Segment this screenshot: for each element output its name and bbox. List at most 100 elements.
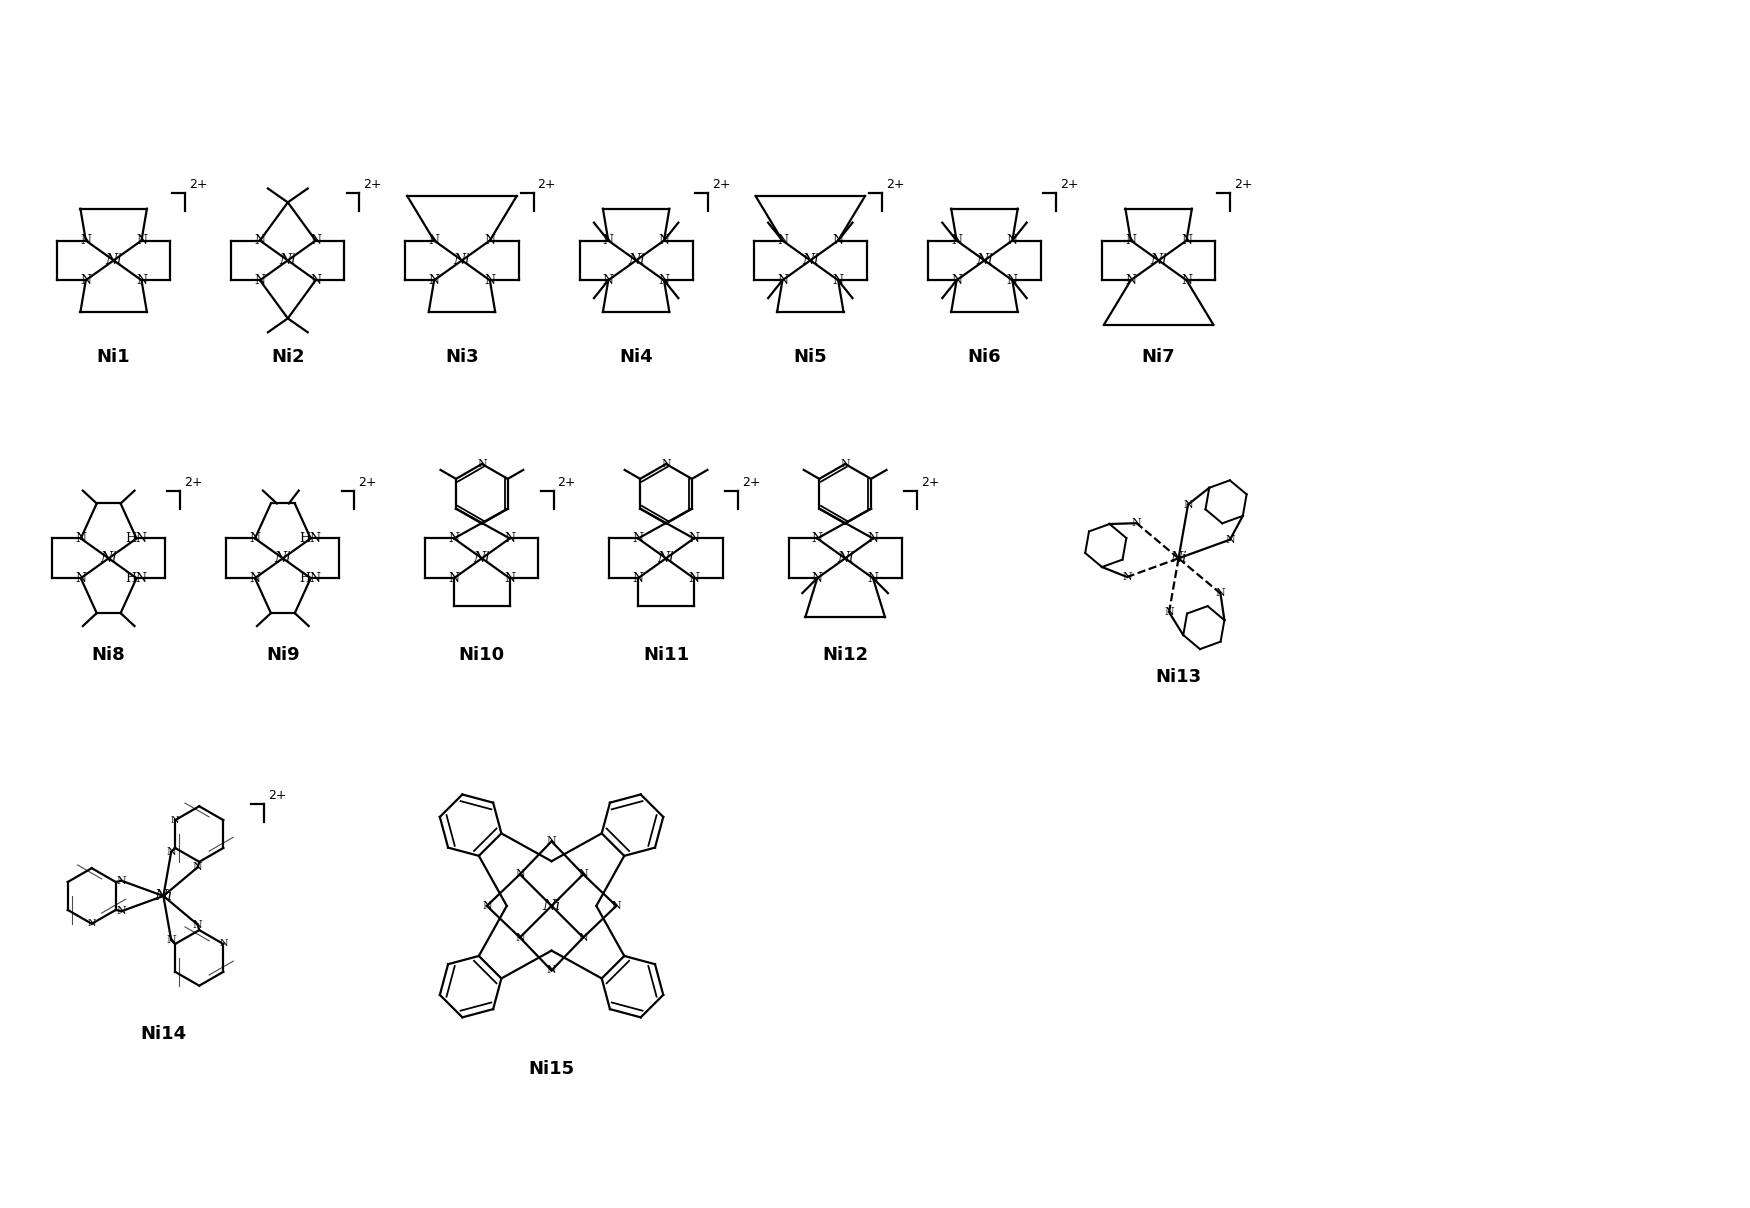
Text: N: N	[1183, 500, 1194, 510]
Text: 2+: 2+	[920, 476, 940, 489]
Text: N: N	[504, 532, 514, 545]
Text: N: N	[868, 571, 878, 585]
Text: N: N	[166, 935, 177, 945]
Text: Ni14: Ni14	[140, 1026, 187, 1043]
Text: N: N	[310, 234, 322, 246]
Text: N: N	[833, 234, 844, 246]
Text: N: N	[75, 532, 86, 545]
Text: N: N	[192, 919, 203, 930]
Text: Ni6: Ni6	[968, 348, 1001, 366]
Text: N: N	[172, 815, 178, 825]
Text: N: N	[602, 274, 614, 286]
Text: N: N	[448, 532, 460, 545]
Text: Ni: Ni	[100, 551, 117, 565]
Text: Ni3: Ni3	[444, 348, 480, 366]
Text: N: N	[950, 234, 963, 246]
Text: N: N	[478, 459, 487, 469]
Text: N: N	[662, 459, 670, 469]
Text: N: N	[634, 532, 644, 545]
Text: N: N	[117, 906, 126, 916]
Text: N: N	[1181, 274, 1192, 286]
Text: N: N	[117, 876, 126, 885]
Text: N: N	[546, 965, 556, 975]
Text: N: N	[950, 274, 963, 286]
Text: N: N	[254, 274, 266, 286]
Text: N: N	[777, 234, 788, 246]
Text: N: N	[578, 933, 588, 942]
Text: N: N	[688, 571, 700, 585]
Text: 2+: 2+	[712, 178, 730, 191]
Text: Ni11: Ni11	[642, 646, 690, 663]
Text: N: N	[1125, 274, 1136, 286]
Text: N: N	[481, 901, 492, 911]
Text: N: N	[250, 532, 261, 545]
Text: Ni9: Ni9	[266, 646, 299, 663]
Text: Ni10: Ni10	[458, 646, 506, 663]
Text: N: N	[1225, 535, 1236, 545]
Text: Ni2: Ni2	[271, 348, 304, 366]
Text: Ni: Ni	[154, 889, 173, 902]
Text: N: N	[429, 234, 439, 246]
Text: 2+: 2+	[268, 789, 287, 802]
Text: N: N	[192, 863, 203, 872]
Text: 2+: 2+	[558, 476, 576, 489]
Text: N: N	[75, 571, 86, 585]
Text: N: N	[1164, 608, 1174, 617]
Text: N: N	[812, 571, 822, 585]
Text: HN: HN	[299, 532, 322, 545]
Text: N: N	[88, 919, 96, 928]
Text: Ni: Ni	[977, 254, 992, 267]
Text: Ni15: Ni15	[528, 1059, 574, 1078]
Text: N: N	[611, 901, 621, 911]
Text: N: N	[310, 274, 322, 286]
Text: Ni: Ni	[542, 899, 560, 913]
Text: Ni5: Ni5	[793, 348, 828, 366]
Text: 2+: 2+	[537, 178, 556, 191]
Text: Ni1: Ni1	[96, 348, 131, 366]
Text: N: N	[868, 532, 878, 545]
Text: N: N	[166, 847, 177, 856]
Text: N: N	[812, 532, 822, 545]
Text: Ni: Ni	[628, 254, 644, 267]
Text: Ni: Ni	[836, 551, 854, 565]
Text: Ni7: Ni7	[1141, 348, 1176, 366]
Text: N: N	[429, 274, 439, 286]
Text: 2+: 2+	[359, 476, 376, 489]
Text: N: N	[1125, 234, 1136, 246]
Text: N: N	[688, 532, 700, 545]
Text: Ni13: Ni13	[1155, 668, 1202, 686]
Text: N: N	[1122, 573, 1132, 582]
Text: N: N	[1006, 274, 1018, 286]
Text: N: N	[602, 234, 614, 246]
Text: N: N	[448, 571, 460, 585]
Text: Ni: Ni	[275, 551, 290, 565]
Text: HN: HN	[126, 571, 147, 585]
Text: N: N	[514, 870, 525, 879]
Text: Ni: Ni	[105, 254, 123, 267]
Text: N: N	[777, 274, 788, 286]
Text: Ni: Ni	[280, 254, 296, 267]
Text: N: N	[833, 274, 844, 286]
Text: Ni: Ni	[1171, 551, 1186, 565]
Text: 2+: 2+	[886, 178, 905, 191]
Text: N: N	[840, 459, 850, 469]
Text: N: N	[578, 870, 588, 879]
Text: Ni: Ni	[658, 551, 674, 565]
Text: N: N	[136, 234, 147, 246]
Text: Ni: Ni	[474, 551, 490, 565]
Text: N: N	[1006, 234, 1018, 246]
Text: HN: HN	[299, 571, 322, 585]
Text: 2+: 2+	[189, 178, 208, 191]
Text: N: N	[250, 571, 261, 585]
Text: 2+: 2+	[742, 476, 760, 489]
Text: N: N	[485, 234, 495, 246]
Text: N: N	[658, 274, 670, 286]
Text: N: N	[514, 933, 525, 942]
Text: N: N	[80, 274, 91, 286]
Text: Ni12: Ni12	[822, 646, 868, 663]
Text: N: N	[546, 836, 556, 847]
Text: N: N	[136, 274, 147, 286]
Text: N: N	[1132, 518, 1141, 528]
Text: Ni: Ni	[802, 254, 819, 267]
Text: Ni: Ni	[453, 254, 471, 267]
